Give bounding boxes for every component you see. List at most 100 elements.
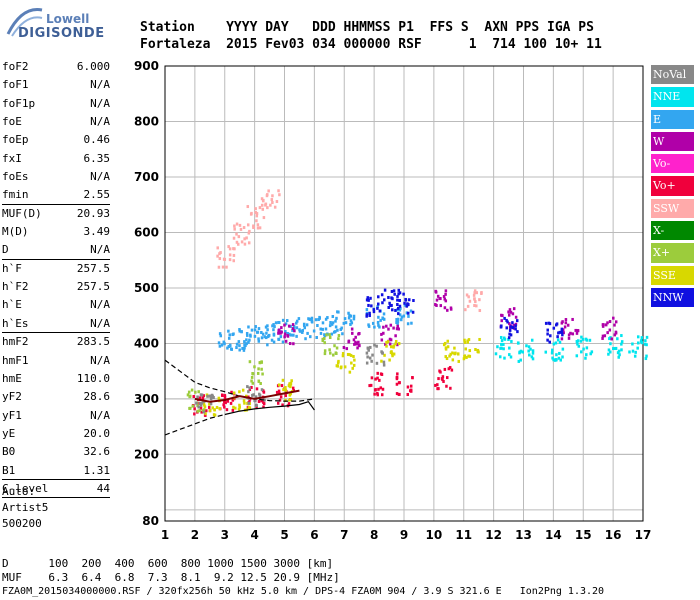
echo-point [202, 401, 205, 405]
echo-point [463, 355, 466, 359]
echo-point [243, 242, 247, 246]
echo-point [614, 320, 618, 324]
echo-point [601, 336, 604, 340]
echo-point [216, 246, 219, 250]
echo-point [395, 375, 399, 379]
param-name: yE [2, 426, 16, 440]
echo-point [323, 352, 327, 356]
echo-point [531, 351, 535, 355]
echo-point [395, 392, 399, 396]
echo-point [382, 331, 385, 335]
echo-point [325, 333, 328, 337]
echo-point [256, 223, 260, 227]
echo-point [263, 335, 267, 339]
echo-point [351, 331, 354, 335]
echo-point [340, 326, 343, 330]
echo-point [467, 295, 470, 299]
echo-point [548, 340, 551, 344]
echo-point [388, 342, 392, 346]
echo-point [328, 348, 331, 352]
echo-point [269, 203, 272, 207]
echo-point [558, 351, 561, 355]
echo-point [218, 332, 222, 336]
param-value: 2.55 [83, 188, 111, 202]
echo-point [243, 346, 246, 350]
echo-point [293, 329, 296, 333]
echo-point [271, 201, 274, 205]
echo-point [387, 327, 390, 331]
echo-point [270, 198, 274, 202]
echo-point [295, 321, 298, 325]
echo-point [378, 325, 381, 329]
echo-point [289, 392, 292, 396]
echo-point [620, 342, 623, 346]
echo-point [397, 393, 401, 397]
echo-point [634, 350, 637, 354]
echo-point [509, 355, 513, 359]
echo-point [447, 367, 451, 371]
echo-point [257, 367, 260, 371]
echo-point [560, 330, 564, 334]
echo-point [226, 346, 229, 350]
echo-point [643, 342, 647, 346]
param-name: h`E [2, 298, 22, 312]
echo-point [453, 346, 456, 350]
echo-point [374, 377, 377, 381]
echo-point [193, 407, 196, 411]
echo-point [350, 327, 354, 331]
echo-point [388, 358, 391, 362]
echo-point [283, 335, 286, 339]
echo-point [252, 224, 255, 228]
echo-point [464, 308, 467, 312]
echo-point [231, 398, 235, 402]
param-value: 283.5 [76, 335, 110, 349]
x-tick-label: 5 [280, 528, 288, 542]
echo-point [242, 399, 246, 403]
echo-point [284, 322, 288, 326]
echo-point [385, 344, 388, 348]
param-value: 32.6 [83, 445, 111, 459]
echo-point [525, 344, 528, 348]
echo-point [396, 372, 399, 376]
echo-point [260, 330, 263, 334]
echo-point [284, 394, 287, 398]
x-tick-label: 12 [485, 528, 502, 542]
echo-point [400, 315, 404, 319]
y-tick-label: 80 [142, 514, 159, 528]
echo-point [246, 401, 249, 405]
echo-point [557, 356, 561, 360]
echo-point [616, 351, 620, 355]
param-row: yE 20.0 [2, 425, 110, 443]
x-tick-label: 1 [161, 528, 169, 542]
echo-point [334, 325, 338, 329]
param-name: yF1 [2, 408, 22, 422]
echo-point [369, 296, 372, 300]
echo-point [282, 388, 285, 392]
echo-point [507, 313, 511, 317]
echo-point [219, 251, 222, 255]
x-tick-label: 4 [250, 528, 258, 542]
echo-point [220, 343, 224, 347]
echo-point [376, 371, 379, 375]
param-value: 20.0 [83, 426, 111, 440]
echo-point [341, 332, 344, 336]
parameters-panel: foF2 6.000 foF1 N/A foF1p N/A foE N/A foEp 0.… [2, 58, 111, 499]
echo-point [303, 326, 307, 330]
echo-point [396, 294, 399, 298]
echo-point [245, 338, 248, 342]
echo-point [286, 334, 289, 338]
echo-point [247, 340, 250, 344]
echo-point [291, 386, 295, 390]
echo-point [253, 328, 257, 332]
echo-point [263, 398, 266, 402]
echo-point [337, 310, 340, 314]
echo-point [266, 335, 270, 339]
echo-point [319, 331, 323, 335]
echo-point [190, 388, 194, 392]
echo-point [266, 324, 269, 328]
legend-item-x-minus: X- [651, 221, 694, 241]
echo-point [530, 355, 534, 359]
echo-point [613, 333, 617, 337]
echo-point [610, 337, 613, 341]
